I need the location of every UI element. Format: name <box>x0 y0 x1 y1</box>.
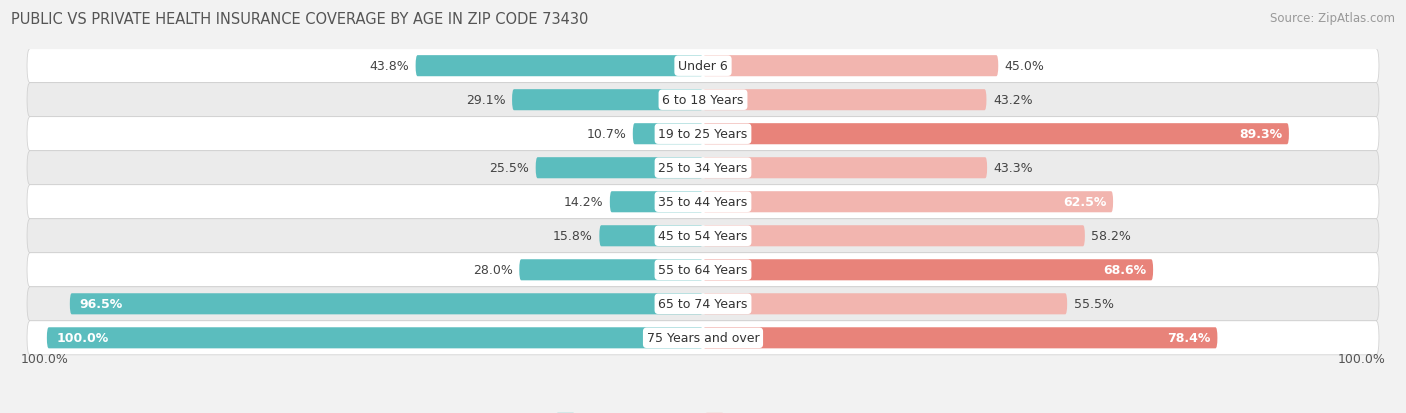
Text: 75 Years and over: 75 Years and over <box>647 332 759 344</box>
Text: 100.0%: 100.0% <box>1337 353 1385 366</box>
Text: Under 6: Under 6 <box>678 60 728 73</box>
Text: Source: ZipAtlas.com: Source: ZipAtlas.com <box>1270 12 1395 25</box>
Text: 78.4%: 78.4% <box>1167 332 1211 344</box>
Text: 25 to 34 Years: 25 to 34 Years <box>658 162 748 175</box>
Text: 62.5%: 62.5% <box>1063 196 1107 209</box>
FancyBboxPatch shape <box>27 253 1379 287</box>
Text: 58.2%: 58.2% <box>1091 230 1132 243</box>
FancyBboxPatch shape <box>703 328 1218 349</box>
Text: 100.0%: 100.0% <box>21 353 69 366</box>
Text: 55.5%: 55.5% <box>1074 298 1114 311</box>
FancyBboxPatch shape <box>703 294 1067 315</box>
Text: 68.6%: 68.6% <box>1104 263 1146 277</box>
Text: 45 to 54 Years: 45 to 54 Years <box>658 230 748 243</box>
FancyBboxPatch shape <box>703 260 1153 281</box>
FancyBboxPatch shape <box>703 192 1114 213</box>
Text: 35 to 44 Years: 35 to 44 Years <box>658 196 748 209</box>
Text: 96.5%: 96.5% <box>80 298 122 311</box>
FancyBboxPatch shape <box>27 50 1379 83</box>
FancyBboxPatch shape <box>703 158 987 179</box>
FancyBboxPatch shape <box>703 225 1085 247</box>
FancyBboxPatch shape <box>27 83 1379 117</box>
FancyBboxPatch shape <box>27 117 1379 151</box>
FancyBboxPatch shape <box>27 219 1379 253</box>
Text: PUBLIC VS PRIVATE HEALTH INSURANCE COVERAGE BY AGE IN ZIP CODE 73430: PUBLIC VS PRIVATE HEALTH INSURANCE COVER… <box>11 12 589 27</box>
Text: 89.3%: 89.3% <box>1239 128 1282 141</box>
FancyBboxPatch shape <box>416 56 703 77</box>
FancyBboxPatch shape <box>70 294 703 315</box>
FancyBboxPatch shape <box>512 90 703 111</box>
FancyBboxPatch shape <box>27 185 1379 219</box>
FancyBboxPatch shape <box>27 321 1379 355</box>
FancyBboxPatch shape <box>536 158 703 179</box>
Text: 14.2%: 14.2% <box>564 196 603 209</box>
Text: 19 to 25 Years: 19 to 25 Years <box>658 128 748 141</box>
FancyBboxPatch shape <box>703 124 1289 145</box>
Text: 55 to 64 Years: 55 to 64 Years <box>658 263 748 277</box>
Text: 25.5%: 25.5% <box>489 162 529 175</box>
FancyBboxPatch shape <box>27 287 1379 321</box>
Text: 65 to 74 Years: 65 to 74 Years <box>658 298 748 311</box>
Text: 6 to 18 Years: 6 to 18 Years <box>662 94 744 107</box>
Text: 43.3%: 43.3% <box>994 162 1033 175</box>
FancyBboxPatch shape <box>599 225 703 247</box>
Text: 28.0%: 28.0% <box>472 263 513 277</box>
FancyBboxPatch shape <box>610 192 703 213</box>
FancyBboxPatch shape <box>27 151 1379 185</box>
Text: 45.0%: 45.0% <box>1005 60 1045 73</box>
Text: 43.8%: 43.8% <box>370 60 409 73</box>
Text: 43.2%: 43.2% <box>993 94 1032 107</box>
Text: 10.7%: 10.7% <box>586 128 626 141</box>
FancyBboxPatch shape <box>703 56 998 77</box>
Text: 15.8%: 15.8% <box>553 230 593 243</box>
FancyBboxPatch shape <box>519 260 703 281</box>
Text: 100.0%: 100.0% <box>56 332 108 344</box>
FancyBboxPatch shape <box>46 328 703 349</box>
FancyBboxPatch shape <box>633 124 703 145</box>
FancyBboxPatch shape <box>703 90 987 111</box>
Text: 29.1%: 29.1% <box>465 94 506 107</box>
